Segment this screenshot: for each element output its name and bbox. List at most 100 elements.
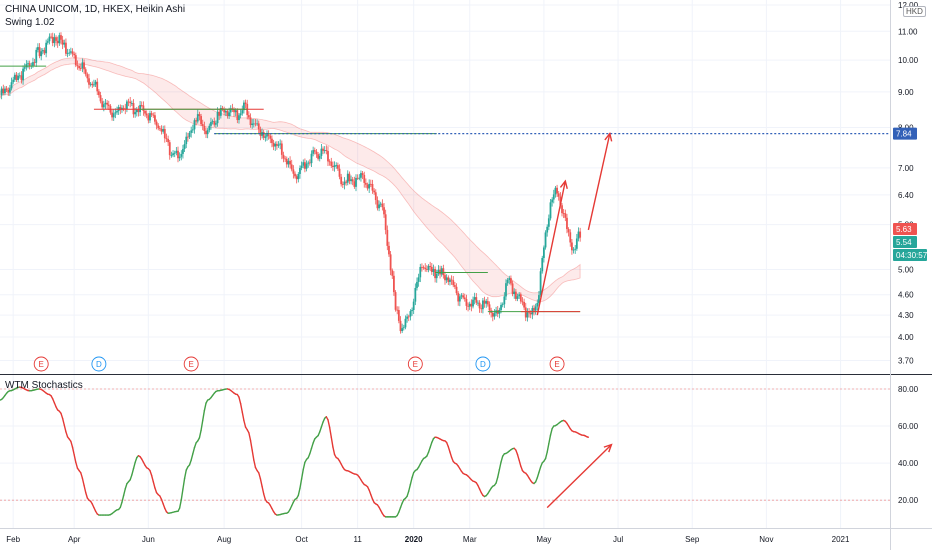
candle-body bbox=[285, 158, 288, 165]
candle-body bbox=[78, 66, 81, 69]
candle-body bbox=[170, 155, 173, 156]
stochastics-segment bbox=[73, 454, 77, 464]
candle-body bbox=[572, 249, 575, 251]
candle-body bbox=[172, 153, 174, 156]
candle-body bbox=[20, 75, 23, 81]
candle-body bbox=[379, 203, 382, 205]
stochastics-segment bbox=[182, 477, 186, 490]
event-marker-label: E bbox=[413, 360, 418, 369]
candle-body bbox=[241, 110, 244, 114]
candle-body bbox=[384, 214, 387, 230]
candle-body bbox=[315, 151, 318, 155]
candle-body bbox=[41, 50, 44, 52]
candle-body bbox=[414, 287, 417, 302]
candle-body bbox=[205, 131, 207, 135]
candle-body bbox=[569, 232, 572, 243]
stochastics-segment bbox=[122, 488, 126, 497]
candle-body bbox=[154, 115, 156, 122]
stochastics-segment bbox=[427, 446, 431, 453]
candle-body bbox=[485, 301, 488, 304]
candle-body bbox=[491, 312, 494, 317]
candle-body bbox=[55, 37, 57, 41]
candle-body bbox=[129, 101, 132, 104]
candle-body bbox=[86, 74, 89, 79]
candle-body bbox=[264, 136, 267, 138]
candle-body bbox=[328, 161, 331, 163]
candle-body bbox=[43, 50, 46, 54]
candle-body bbox=[234, 110, 237, 113]
candle-body bbox=[411, 309, 413, 312]
candle-body bbox=[147, 115, 150, 121]
candle-body bbox=[61, 39, 64, 45]
candle-body bbox=[514, 291, 517, 299]
stochastics-segment bbox=[544, 451, 548, 460]
candle-body bbox=[186, 136, 189, 138]
stochastics-segment bbox=[399, 502, 403, 509]
candle-body bbox=[505, 283, 507, 297]
candle-body bbox=[308, 162, 311, 164]
candle-body bbox=[233, 109, 235, 113]
stochastics-segment bbox=[332, 446, 336, 456]
stochastics-segment bbox=[52, 398, 56, 404]
candle-body bbox=[397, 310, 400, 321]
stochastics-segment bbox=[548, 434, 552, 445]
candle-body bbox=[470, 303, 473, 307]
candle-body bbox=[292, 169, 295, 174]
event-marker bbox=[91, 356, 107, 372]
candle-body bbox=[478, 302, 481, 309]
candle-body bbox=[547, 218, 550, 227]
candle-body bbox=[13, 74, 16, 80]
candle-body bbox=[102, 104, 105, 108]
candle-body bbox=[97, 91, 100, 96]
candle-body bbox=[206, 130, 209, 135]
price-badge bbox=[893, 127, 917, 140]
stochastics-segment bbox=[520, 465, 524, 472]
candle-body bbox=[460, 295, 463, 297]
candle-body bbox=[364, 182, 367, 185]
candle-body bbox=[279, 143, 282, 145]
candle-body bbox=[445, 277, 448, 281]
candle-body bbox=[271, 138, 273, 143]
stochastics-segment bbox=[302, 461, 306, 471]
candle-body bbox=[500, 304, 502, 310]
stochastics-segment bbox=[538, 466, 542, 474]
candle-body bbox=[422, 267, 425, 269]
candle-body bbox=[434, 269, 437, 279]
candle-body bbox=[402, 327, 405, 329]
stochastics-legend[interactable]: WTM Stochastics bbox=[5, 380, 83, 391]
stochastics-segment bbox=[81, 477, 85, 487]
candle-body bbox=[219, 107, 222, 116]
candle-body bbox=[322, 148, 324, 151]
osc-axis-label: 80.00 bbox=[898, 385, 919, 394]
price-badge bbox=[893, 236, 917, 248]
candle-body bbox=[196, 114, 199, 122]
candle-body bbox=[201, 124, 204, 126]
candle-body bbox=[274, 143, 277, 147]
swing-indicator-legend[interactable]: Swing 1.02 bbox=[5, 17, 55, 28]
candle-body bbox=[162, 129, 165, 132]
stochastics-segment bbox=[124, 483, 128, 490]
symbol-legend[interactable]: CHINA UNICOM, 1D, HKEX, Heikin Ashi bbox=[5, 4, 186, 15]
candle-body bbox=[177, 150, 179, 159]
candle-body bbox=[282, 154, 285, 159]
candle-body bbox=[369, 183, 372, 185]
candle-body bbox=[142, 105, 145, 111]
candle-body bbox=[394, 292, 397, 310]
candle-body bbox=[567, 229, 570, 233]
candle-body bbox=[185, 136, 188, 145]
candle-body bbox=[107, 104, 110, 106]
stochastics-segment bbox=[370, 493, 374, 500]
candle-body bbox=[213, 121, 216, 125]
stochastics-segment bbox=[539, 462, 543, 468]
candle-body bbox=[383, 207, 385, 215]
candle-body bbox=[432, 269, 435, 272]
event-marker bbox=[549, 356, 565, 372]
candle-body bbox=[559, 196, 562, 206]
stochastics-segment bbox=[518, 459, 522, 467]
candle-body bbox=[371, 184, 374, 191]
candle-body bbox=[23, 67, 26, 69]
candle-body bbox=[549, 202, 552, 219]
candle-body bbox=[210, 122, 212, 126]
candle-body bbox=[122, 107, 125, 109]
